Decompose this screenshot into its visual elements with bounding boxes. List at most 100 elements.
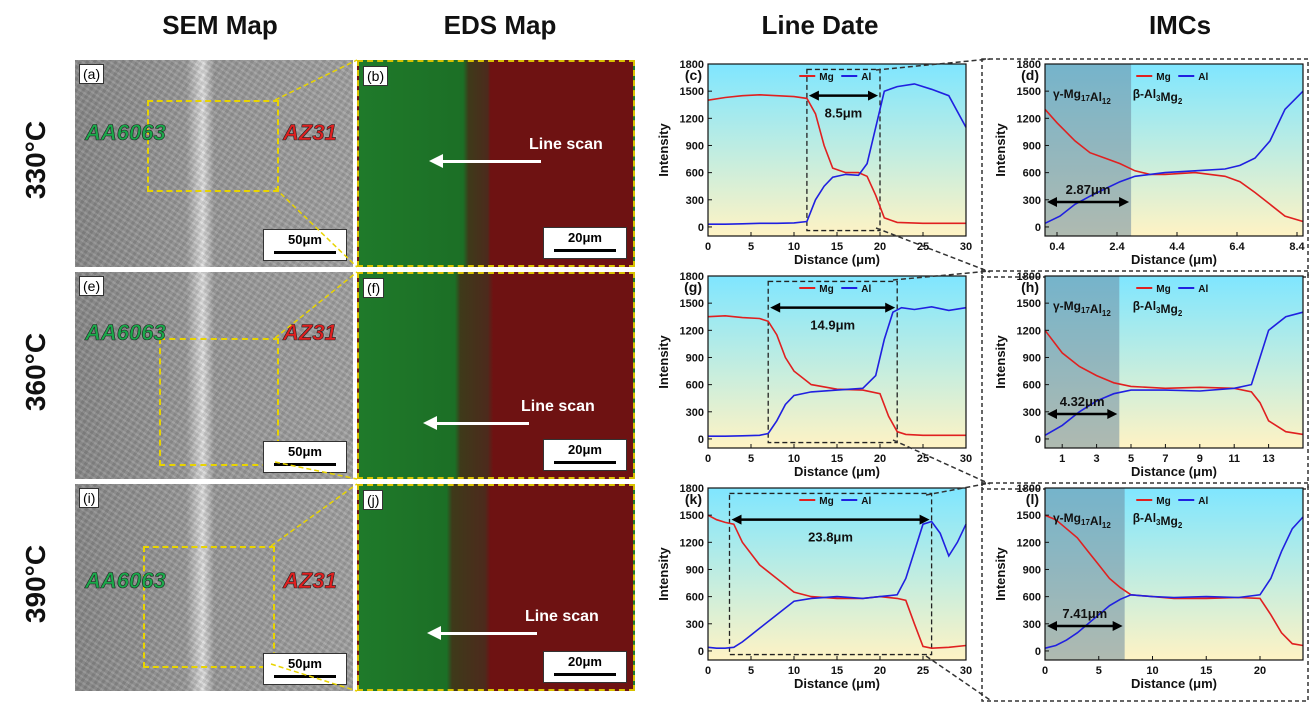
legend-al: Al: [1198, 496, 1208, 507]
column-title-imcs: IMCs: [1148, 10, 1212, 40]
span-annotation: 14.9μm: [810, 318, 855, 333]
x-tick-label: 15: [831, 453, 843, 465]
panel-label: (b): [363, 66, 389, 86]
y-tick-label: 1800: [680, 483, 704, 495]
legend-mg: Mg: [1156, 496, 1170, 507]
zoom-connector: [274, 187, 358, 268]
y-tick-label: 1200: [1017, 537, 1041, 549]
y-tick-label: 0: [698, 646, 704, 658]
y-tick-label: 1200: [680, 113, 704, 125]
legend-mg: Mg: [819, 72, 833, 83]
y-tick-label: 600: [1023, 592, 1041, 604]
x-tick-label: 3: [1094, 453, 1100, 465]
y-tick-label: 1200: [1017, 325, 1041, 337]
series-al: [708, 83, 967, 225]
phase-label-beta: β-Al3Mg2: [1133, 87, 1183, 106]
y-tick-label: 300: [1023, 407, 1041, 419]
span-annotation: 23.8μm: [808, 530, 853, 545]
y-tick-label: 300: [686, 619, 704, 631]
y-tick-label: 600: [686, 380, 704, 392]
legend-al: Al: [1198, 284, 1208, 295]
material-label-aa6063: AA6063: [85, 320, 166, 346]
zoom-connector: [274, 59, 358, 101]
column-title-line: Line Date: [761, 10, 879, 40]
x-tick-label: 25: [917, 665, 929, 677]
line-scan-label: Line scan: [525, 608, 599, 625]
legend-mg: Mg: [1156, 72, 1170, 83]
x-tick-label: 6.4: [1229, 241, 1245, 253]
legend-al: Al: [861, 72, 871, 83]
span-arrow-head: [1107, 409, 1118, 419]
x-tick-label: 8.4: [1289, 241, 1305, 253]
line-scan-label: Line scan: [529, 136, 603, 153]
series-mg: [1044, 329, 1304, 436]
column-title-sem: SEM Map: [162, 10, 278, 40]
eds-image: (f) Line scan 20μm: [357, 272, 635, 479]
series-al: [708, 305, 967, 438]
series-mg: [707, 93, 966, 225]
span-arrow-head: [1047, 409, 1057, 419]
line-scan-arrow: [423, 416, 529, 430]
y-axis-label: Intensity: [656, 547, 671, 601]
span-annotation: 7.41μm: [1062, 606, 1107, 621]
y-tick-label: 1500: [680, 86, 704, 98]
zoom-box: [147, 100, 279, 192]
chart-k: 0 300 600 900 1200 1500 1800 0 5 10 15 20 25 30 Distan…: [656, 483, 972, 691]
series-mg: [707, 514, 967, 650]
zoom-box: [159, 338, 279, 466]
phase-label-gamma: γ-Mg17Al12: [1053, 87, 1111, 106]
chart-g: 0 300 600 900 1200 1500 1800 0 5 10 15 20 25 30 Distan…: [656, 271, 972, 479]
y-tick-label: 300: [686, 195, 704, 207]
span-arrow-head: [919, 514, 930, 525]
x-tick-label: 30: [960, 665, 972, 677]
legend-mg: Mg: [819, 496, 833, 507]
y-tick-label: 0: [1035, 222, 1041, 234]
y-tick-label: 600: [1023, 380, 1041, 392]
y-tick-label: 600: [686, 168, 704, 180]
x-tick-label: 15: [831, 665, 843, 677]
x-tick-label: 5: [748, 453, 754, 465]
zoom-connector: [270, 663, 358, 692]
x-tick-label: 10: [788, 453, 800, 465]
y-tick-label: 1500: [1017, 86, 1041, 98]
legend-mg: Mg: [1156, 284, 1170, 295]
chart-d: 0 300 600 900 1200 1500 1800 0.4 2.4 4.4 6.4 8.4 Dis…: [993, 59, 1306, 267]
zoom-box: [143, 546, 275, 668]
y-tick-label: 300: [686, 407, 704, 419]
x-axis-label: Distance (μm): [1131, 676, 1217, 691]
span-arrow-head: [1119, 197, 1130, 207]
span-annotation: 4.32μm: [1060, 394, 1105, 409]
sem-image: (e) AA6063 AZ31 50μm: [75, 272, 353, 479]
plot-background: [708, 488, 966, 660]
column-title-eds: EDS Map: [443, 10, 557, 40]
y-tick-label: 0: [698, 434, 704, 446]
scale-bar: 50μm: [263, 229, 347, 261]
x-tick-label: 4.4: [1169, 241, 1185, 253]
y-tick-label: 1200: [1017, 113, 1041, 125]
sem-image: (i) AA6063 AZ31 50μm: [75, 484, 353, 691]
y-tick-label: 900: [1023, 140, 1041, 152]
material-label-aa6063: AA6063: [85, 568, 166, 594]
span-box: [767, 280, 898, 444]
plot-frame: [1044, 63, 1304, 237]
scale-bar: 20μm: [543, 651, 627, 683]
y-axis-label: Intensity: [993, 335, 1008, 389]
series-al: [1044, 90, 1304, 225]
x-tick-label: 25: [917, 453, 929, 465]
x-tick-label: 0: [705, 665, 711, 677]
phase-label-gamma: γ-Mg17Al12: [1053, 299, 1111, 318]
span-arrow-head: [770, 302, 781, 313]
x-tick-label: 15: [1200, 665, 1212, 677]
legend-al: Al: [861, 496, 871, 507]
y-tick-label: 1500: [680, 298, 704, 310]
y-tick-label: 900: [1023, 352, 1041, 364]
x-tick-label: 9: [1197, 453, 1203, 465]
y-tick-label: 900: [686, 352, 704, 364]
plot-frame: [1044, 275, 1304, 449]
y-tick-label: 0: [698, 222, 704, 234]
x-tick-label: 15: [831, 241, 843, 253]
y-tick-label: 300: [1023, 619, 1041, 631]
phase-label-gamma: γ-Mg17Al12: [1053, 511, 1111, 530]
panel-label: (j): [363, 490, 384, 510]
y-tick-label: 1800: [1017, 483, 1041, 495]
